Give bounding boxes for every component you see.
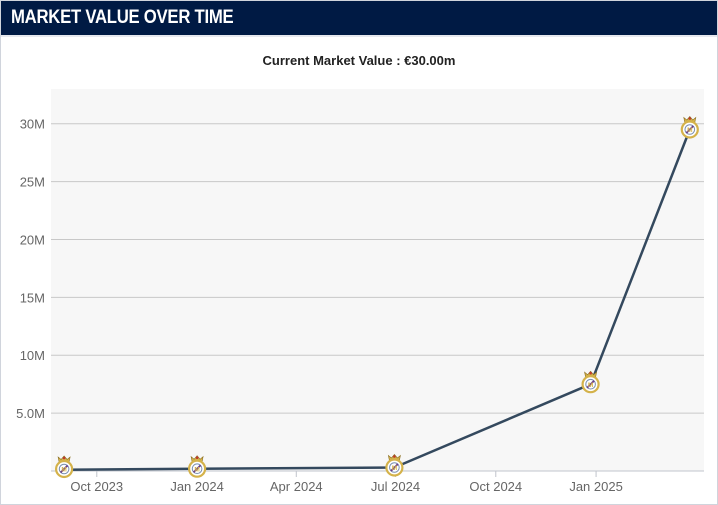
club-crest-icon[interactable]: M (581, 370, 600, 394)
svg-text:M: M (61, 467, 66, 474)
club-crest-icon[interactable]: M (385, 454, 404, 477)
y-tick-label: 25M (20, 175, 45, 190)
y-tick-label: 5.0M (16, 406, 45, 421)
current-market-value: Current Market Value : €30.00m (262, 53, 456, 68)
y-tick-label: 30M (20, 117, 45, 132)
svg-text:M: M (588, 382, 593, 389)
svg-text:M: M (687, 127, 692, 134)
club-crest-icon[interactable]: M (188, 455, 207, 478)
y-tick-label: 15M (20, 290, 45, 305)
svg-text:M: M (392, 465, 397, 472)
data-points: M M M M M (54, 116, 699, 479)
x-tick-label: Jan 2024 (170, 479, 224, 494)
widget-header: MARKET VALUE OVER TIME (1, 1, 717, 37)
x-tick-label: Jul 2024 (371, 479, 420, 494)
x-tick-label: Oct 2023 (70, 479, 123, 494)
svg-text:M: M (194, 466, 199, 473)
x-tick-label: Oct 2024 (469, 479, 522, 494)
x-axis-ticks: Oct 2023 Jan 2024 Apr 2024 Jul 2024 Oct 2024… (70, 471, 623, 494)
plot-area (51, 89, 704, 471)
x-tick-label: Apr 2024 (270, 479, 323, 494)
club-crest-icon[interactable]: M (680, 116, 699, 139)
grid-lines (51, 123, 704, 414)
y-tick-label: 10M (20, 348, 45, 363)
widget-title: MARKET VALUE OVER TIME (11, 7, 234, 28)
x-tick-label: Jan 2025 (569, 479, 623, 494)
y-tick-label: 20M (20, 232, 45, 247)
y-axis-ticks: 5.0M 10M 15M 20M 25M 30M (16, 117, 45, 421)
club-crest-icon[interactable]: M (54, 455, 74, 479)
